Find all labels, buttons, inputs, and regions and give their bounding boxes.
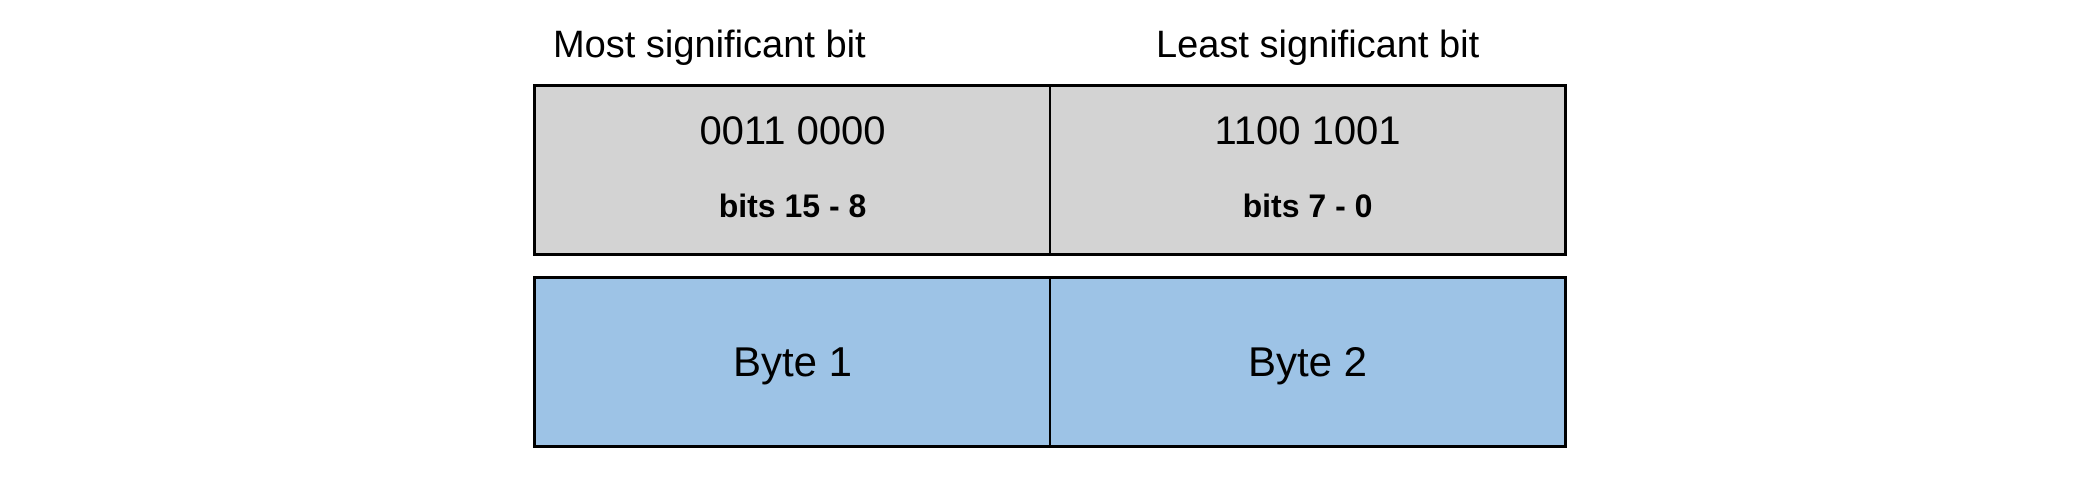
bit-value: 1100 1001: [1214, 109, 1401, 153]
bit-row: 0011 0000 bits 15 - 8 1100 1001 bits 7 -…: [533, 84, 1567, 256]
bit-value: 0011 0000: [699, 109, 886, 153]
bit-range: bits 15 - 8: [718, 188, 867, 224]
byte-label: Byte 1: [732, 338, 853, 385]
bit-range: bits 7 - 0: [1242, 188, 1373, 224]
lsb-label: Least significant bit: [1156, 24, 1480, 66]
msb-label: Most significant bit: [553, 24, 866, 66]
byte-label: Byte 2: [1247, 338, 1368, 385]
byte-cell-1: Byte 1: [536, 279, 1049, 445]
bit-cell-high: 0011 0000 bits 15 - 8: [536, 87, 1049, 253]
byte-row: Byte 1 Byte 2: [533, 276, 1567, 448]
bit-cell-low: 1100 1001 bits 7 - 0: [1049, 87, 1564, 253]
byte-cell-2: Byte 2: [1049, 279, 1564, 445]
